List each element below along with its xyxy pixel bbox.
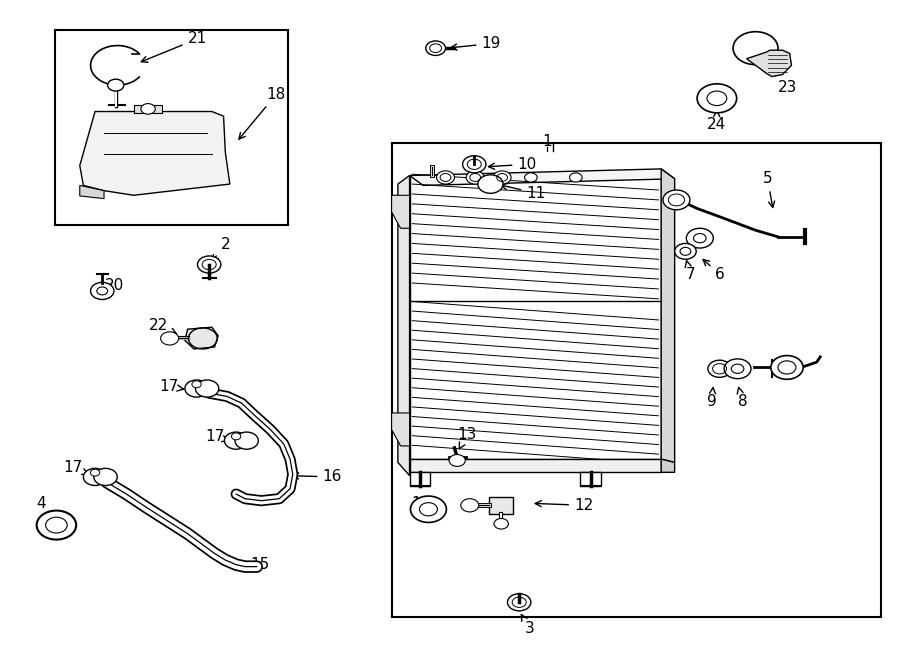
Circle shape — [235, 432, 258, 449]
Polygon shape — [410, 459, 662, 473]
Circle shape — [493, 171, 511, 184]
Circle shape — [698, 84, 737, 113]
Polygon shape — [392, 195, 410, 228]
Text: 2: 2 — [212, 237, 230, 261]
Circle shape — [734, 32, 778, 65]
Circle shape — [108, 79, 124, 91]
Polygon shape — [398, 175, 410, 476]
Circle shape — [461, 498, 479, 512]
Text: 20: 20 — [105, 278, 124, 293]
Circle shape — [90, 469, 100, 476]
Text: 7: 7 — [685, 260, 695, 282]
Circle shape — [463, 156, 486, 173]
Text: 11: 11 — [501, 184, 545, 201]
Text: 22: 22 — [149, 318, 176, 334]
Circle shape — [426, 41, 446, 56]
Circle shape — [724, 359, 751, 379]
Text: 18: 18 — [238, 87, 286, 139]
Circle shape — [570, 173, 582, 182]
Circle shape — [675, 243, 697, 259]
Circle shape — [37, 510, 76, 539]
Text: 12: 12 — [536, 498, 593, 513]
Circle shape — [663, 190, 690, 210]
Polygon shape — [410, 175, 662, 459]
Circle shape — [466, 171, 484, 184]
Circle shape — [141, 104, 156, 114]
Text: 9: 9 — [707, 387, 716, 409]
Circle shape — [197, 256, 220, 273]
Circle shape — [770, 356, 803, 379]
Circle shape — [508, 594, 531, 611]
Text: 24: 24 — [707, 110, 726, 132]
Circle shape — [687, 228, 714, 248]
Polygon shape — [392, 413, 410, 446]
Text: 16: 16 — [292, 469, 342, 485]
Circle shape — [436, 171, 454, 184]
Bar — [55, 30, 288, 225]
Circle shape — [224, 432, 248, 449]
Text: 14: 14 — [411, 496, 430, 511]
Polygon shape — [184, 327, 218, 349]
Text: 21: 21 — [141, 32, 207, 62]
Text: 13: 13 — [457, 427, 477, 449]
Text: 23: 23 — [774, 69, 797, 95]
Polygon shape — [580, 473, 601, 486]
Bar — [392, 143, 881, 617]
Text: 8: 8 — [737, 387, 747, 409]
Circle shape — [195, 380, 219, 397]
Text: 4: 4 — [37, 496, 54, 522]
Circle shape — [192, 381, 202, 388]
Text: 6: 6 — [703, 260, 724, 282]
Polygon shape — [662, 459, 675, 473]
Circle shape — [708, 360, 732, 377]
Circle shape — [91, 282, 114, 299]
Bar — [134, 105, 162, 113]
Circle shape — [84, 469, 107, 486]
Polygon shape — [489, 496, 513, 514]
Circle shape — [525, 173, 537, 182]
Text: 1: 1 — [542, 134, 552, 149]
Text: 17: 17 — [205, 428, 229, 444]
Circle shape — [410, 496, 446, 522]
Polygon shape — [80, 112, 230, 195]
Text: 15: 15 — [225, 557, 270, 572]
Circle shape — [478, 175, 503, 193]
Polygon shape — [410, 169, 675, 185]
Polygon shape — [80, 185, 104, 198]
Circle shape — [231, 433, 241, 440]
Text: 17: 17 — [64, 460, 88, 475]
Circle shape — [94, 469, 117, 486]
Circle shape — [160, 332, 178, 345]
Text: 3: 3 — [521, 615, 535, 636]
Text: 5: 5 — [762, 171, 775, 208]
Text: 17: 17 — [159, 379, 184, 394]
Text: 10: 10 — [489, 157, 536, 172]
Circle shape — [449, 455, 465, 467]
Polygon shape — [746, 50, 791, 77]
Polygon shape — [662, 169, 675, 463]
Circle shape — [494, 518, 508, 529]
Polygon shape — [410, 473, 430, 486]
Text: 19: 19 — [451, 36, 500, 51]
Circle shape — [184, 380, 208, 397]
